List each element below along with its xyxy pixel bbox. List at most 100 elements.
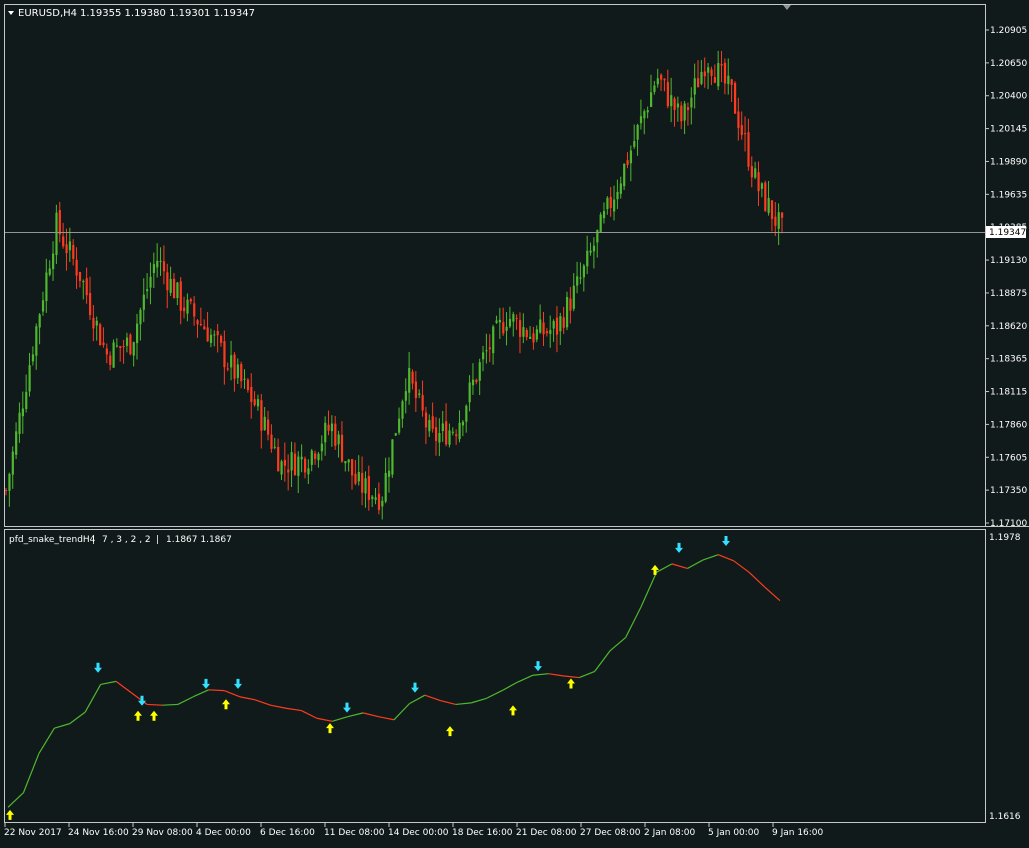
candle-body (95, 320, 98, 326)
symbol-title: EURUSD,H4 (18, 8, 77, 19)
indicator-segment (254, 699, 271, 706)
candle-body (713, 77, 717, 83)
indicator-segment (69, 711, 86, 725)
candle-body (236, 364, 239, 378)
indicator-segment (54, 723, 70, 729)
candle-body (65, 244, 68, 254)
price-tick-label: 1.20400 (990, 92, 1027, 102)
indicator-sep-1: | (92, 535, 95, 545)
candle-body (243, 378, 246, 380)
indicator-frame (4, 529, 986, 823)
candle-body (119, 346, 122, 348)
candle-body (303, 458, 307, 473)
indicator-segment (594, 650, 611, 672)
candle-body (391, 439, 394, 475)
candle-body (770, 200, 774, 220)
indicator-segment (393, 703, 410, 721)
candle-body (747, 132, 750, 167)
candle-body (377, 493, 381, 510)
candle-body (179, 281, 182, 311)
candle-body (75, 259, 78, 276)
candle-body (643, 111, 646, 119)
indicator-segment (471, 697, 487, 704)
indicator-segment (501, 681, 518, 692)
indicator-segment (748, 571, 765, 588)
candle-body (656, 78, 659, 85)
candle-body (663, 78, 666, 81)
indicator-segment (409, 694, 426, 705)
candle-body (85, 278, 88, 296)
price-tick-label: 1.17605 (990, 453, 1027, 463)
time-tick-label: 9 Jan 16:00 (772, 828, 824, 838)
candle-body (660, 74, 663, 80)
collapse-triangle-icon[interactable] (8, 11, 14, 15)
candle-body (414, 381, 418, 398)
indicator-segment (162, 703, 178, 706)
candle-body (45, 272, 48, 302)
price-axis: 1.20905 1.20650 1.20400 1.20145 1.19890 1.196… (985, 26, 1027, 529)
indicator-segment (656, 563, 673, 573)
candle-body (283, 459, 287, 466)
arrow-down-icon (202, 678, 210, 689)
time-tick-label: 6 Dec 16:00 (260, 828, 315, 838)
shift-marker-icon[interactable] (783, 5, 791, 10)
candle-body (216, 330, 219, 336)
candle-body (710, 69, 713, 76)
candle-body (324, 422, 327, 443)
candle-body (129, 334, 132, 355)
candle-body (676, 103, 680, 108)
candle-body (203, 326, 206, 330)
candle-body (666, 82, 669, 107)
arrow-down-icon (234, 678, 242, 689)
candle-body (764, 182, 767, 211)
indicator-segment (517, 674, 534, 683)
indicator-segment (625, 606, 642, 638)
candle-body (401, 401, 404, 419)
arrow-up-icon (222, 699, 230, 710)
time-tick-label: 21 Dec 08:00 (516, 828, 577, 838)
indicator-segment (38, 727, 55, 754)
candle-body (488, 347, 491, 350)
arrow-up-icon (509, 705, 517, 716)
price-tick-label: 1.20145 (990, 125, 1027, 135)
candle-body (498, 319, 502, 323)
time-tick-label: 14 Dec 00:00 (388, 828, 449, 838)
price-tick-label: 1.19130 (990, 256, 1027, 266)
candle-body (159, 260, 162, 262)
arrow-up-icon (326, 723, 334, 734)
candle-body (41, 300, 45, 312)
price-tick-label: 1.18115 (990, 388, 1027, 398)
candle-body (424, 412, 428, 428)
candle-body (310, 450, 313, 465)
arrow-up-icon (567, 678, 575, 689)
candle-body (15, 431, 18, 455)
candle-body (475, 379, 478, 382)
time-tick-label: 27 Dec 08:00 (580, 828, 641, 838)
candle-body (307, 468, 310, 475)
candle-body (670, 95, 673, 107)
candle-body (125, 337, 129, 346)
candle-body (193, 303, 196, 317)
candle-body (445, 421, 448, 445)
indicator-segment (193, 689, 209, 698)
indicator-segment (733, 560, 750, 573)
indicator-segment (146, 703, 163, 706)
indicator-segment (563, 675, 580, 679)
candle-body (136, 323, 139, 344)
candle-body (626, 160, 629, 165)
price-tick-label: 1.18875 (990, 289, 1027, 299)
indicator-segment (579, 670, 595, 679)
arrow-down-icon (675, 542, 683, 553)
candle-body (115, 345, 119, 347)
candle-body (384, 473, 387, 502)
arrow-down-icon (411, 682, 419, 693)
candle-body (72, 245, 75, 259)
time-tick-label: 5 Jan 00:00 (708, 828, 760, 838)
candle-body (697, 78, 700, 88)
indicator-segment (671, 563, 688, 570)
candle-body (213, 334, 216, 336)
candle-body (263, 416, 266, 430)
indicator-segment (378, 716, 395, 721)
indicator-segment (301, 710, 318, 719)
